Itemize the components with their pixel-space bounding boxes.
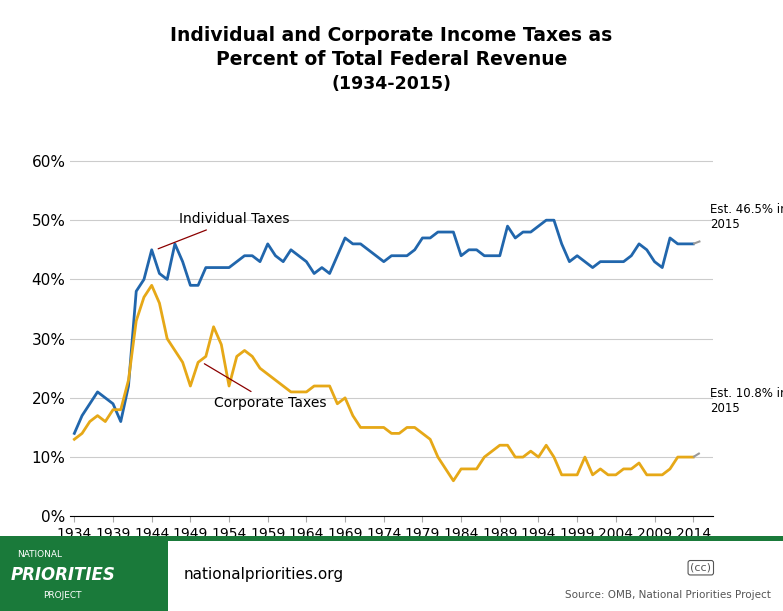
Text: nationalpriorities.org: nationalpriorities.org — [184, 568, 345, 582]
Text: (cc): (cc) — [691, 563, 711, 573]
Text: Percent of Total Federal Revenue: Percent of Total Federal Revenue — [216, 50, 567, 70]
Text: Corporate Taxes: Corporate Taxes — [204, 364, 326, 410]
Text: PROJECT: PROJECT — [43, 591, 81, 599]
Text: NATIONAL: NATIONAL — [17, 551, 62, 559]
Text: PRIORITIES: PRIORITIES — [10, 566, 115, 584]
Text: Est. 10.8% in
2015: Est. 10.8% in 2015 — [710, 387, 783, 415]
Text: Individual and Corporate Income Taxes as: Individual and Corporate Income Taxes as — [171, 26, 612, 45]
Text: Est. 46.5% in
2015: Est. 46.5% in 2015 — [710, 203, 783, 231]
Bar — [0, 539, 168, 611]
Text: (1934-2015): (1934-2015) — [331, 75, 452, 93]
Text: Source: OMB, National Priorities Project: Source: OMB, National Priorities Project — [565, 590, 771, 600]
Text: Individual Taxes: Individual Taxes — [158, 212, 289, 249]
